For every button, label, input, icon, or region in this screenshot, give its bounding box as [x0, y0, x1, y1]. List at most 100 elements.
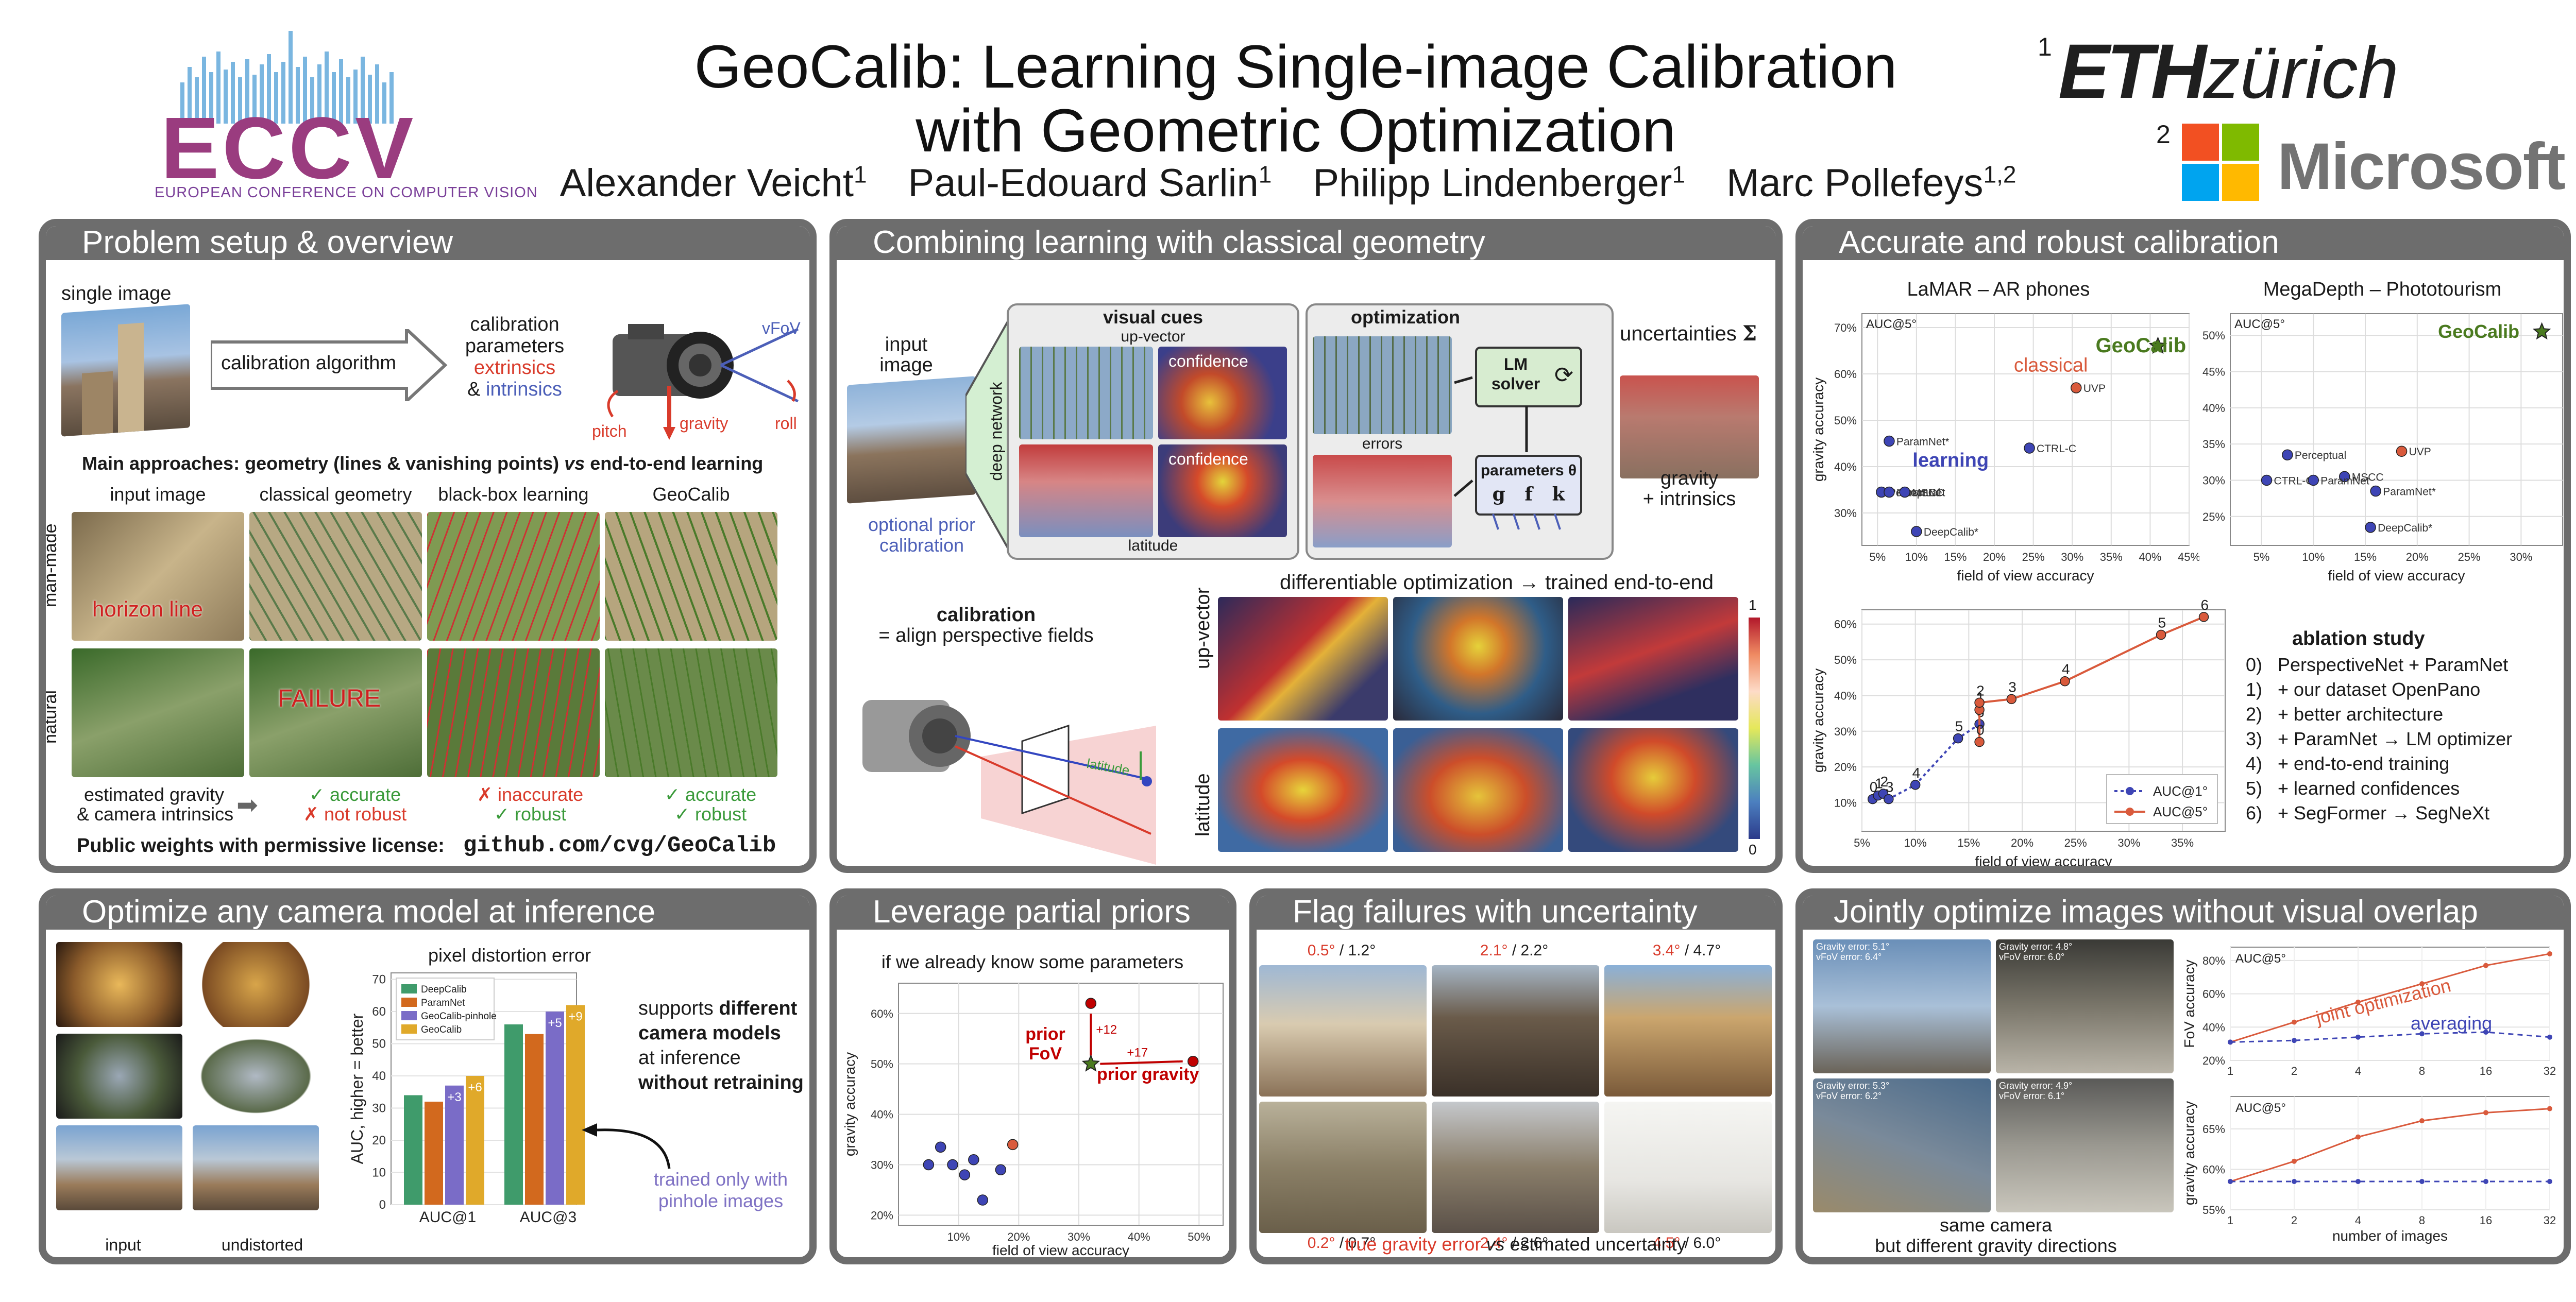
panel-partial-priors: Leverage partial priors if we already kn… — [829, 888, 1236, 1264]
lm-solver-box: LM solver ⟳ — [1475, 347, 1582, 407]
input-line1: input — [885, 334, 928, 355]
x-tick-label: 20% — [2406, 551, 2429, 563]
geocalib-star-point — [2148, 336, 2167, 354]
geocalib-label: GeoCalib — [2096, 334, 2187, 357]
estimated-uncertainty: / 2.6° — [1507, 1235, 1549, 1252]
auc-label: AUC@5° — [2234, 317, 2285, 331]
data-point — [2261, 474, 2273, 486]
row-latitude-label: latitude — [1192, 773, 1214, 836]
data-point — [2282, 449, 2293, 460]
data-point — [2308, 474, 2319, 486]
colorbar-min: 0 — [1749, 842, 1757, 858]
distortion-examples — [56, 942, 334, 1220]
plot-area — [2230, 313, 2563, 546]
single-image-label: single image — [61, 283, 172, 304]
x-tick-label: 30% — [2061, 551, 2083, 563]
y-tick-label: 0 — [379, 1198, 386, 1212]
plus12-label: +12 — [1096, 1023, 1117, 1037]
undistorted-caption: undistorted — [221, 1236, 303, 1254]
x-tick-label: 20% — [1983, 551, 2006, 563]
data-point — [935, 1141, 946, 1153]
column-header: classical geometry — [259, 484, 412, 505]
y-tick-label: 50% — [2202, 329, 2225, 342]
row-upvector-label: up-vector — [1192, 587, 1214, 669]
x-tick-label: 45% — [2178, 551, 2199, 563]
point-label: 0 — [1870, 779, 1878, 795]
joint-example-images: Gravity error: 5.1° vFoV error: 6.4° Gravi… — [1813, 939, 2179, 1218]
true-error: 2.4° — [1480, 1235, 1508, 1252]
eth-logo: ETHzürich — [2058, 27, 2399, 116]
data-point — [2419, 981, 2425, 987]
distortion-bar-chart: 0 10 20 30 40 50 60 70 AUC, higher = better AUC@1… — [348, 972, 585, 1226]
roll-label: roll — [775, 414, 797, 433]
priors-chart: 10% 20% 30% 40% 50% 20% 30% 40% 50% 60% field of v… — [842, 983, 1224, 1257]
example-image — [249, 648, 422, 777]
distortion-chart-title: pixel distortion error — [428, 945, 591, 966]
learning-label: learning — [1912, 450, 1989, 471]
panel-problem-setup: Problem setup & overview single image ca… — [39, 219, 817, 873]
x-tick-label: 10% — [1904, 836, 1927, 849]
caption-vs: vs — [1486, 1234, 1505, 1255]
x-tick-label: 5% — [1869, 551, 1886, 563]
bar — [504, 1024, 523, 1205]
plot-area — [898, 983, 1224, 1226]
legend-marker — [2126, 808, 2134, 816]
data-point — [1187, 1056, 1199, 1067]
error-uncertainty-bottom: 2.4° / 2.6° — [1429, 1235, 1599, 1252]
y-tick-label: 40% — [2202, 1021, 2225, 1034]
supports-line3: at inference — [638, 1047, 741, 1069]
prior-fov-label: prior FoV — [1022, 1024, 1069, 1064]
supports-line1b: different — [719, 998, 798, 1019]
data-point — [1884, 435, 1895, 447]
row-label: man-made — [41, 523, 60, 607]
data-point — [2006, 694, 2017, 705]
y-tick-label: 40% — [1834, 689, 1857, 702]
data-point — [2483, 1110, 2488, 1116]
data-point — [2228, 1039, 2233, 1045]
colorbar — [1749, 618, 1760, 839]
y-axis-label: gravity accuracy — [842, 1052, 858, 1156]
data-point — [1974, 697, 1985, 708]
panel-camera-model: Optimize any camera model at inference i… — [39, 888, 817, 1264]
calibration-algorithm-label: calibration algorithm — [221, 352, 397, 374]
output-calibrated-image — [1620, 375, 1759, 478]
point-label: 3 — [1886, 779, 1894, 795]
classical-label: classical — [2014, 355, 2088, 376]
y-tick-label: 30% — [871, 1159, 893, 1172]
series-line — [2230, 953, 2550, 1043]
author-name: Alexander Veicht1 — [560, 161, 867, 205]
repo-link[interactable]: github.com/cvg/GeoCalib — [463, 833, 776, 859]
data-point — [1007, 1139, 1019, 1151]
x-tick-label: 10% — [1905, 551, 1928, 563]
x-tick-label: 25% — [2064, 836, 2087, 849]
point-label: ParamNet* — [2383, 486, 2436, 498]
prior-fov-line2: FoV — [1028, 1044, 1062, 1064]
y-tick-label: 55% — [2202, 1204, 2225, 1217]
data-point — [2419, 1118, 2425, 1124]
joint-caption-line1: same camera — [1939, 1214, 2053, 1236]
error-uncertainty-top: 3.4° / 4.7° — [1602, 942, 1772, 960]
calibration-caption: calibration = align perspective fields — [857, 605, 1115, 646]
approaches-prefix: Main approaches: geometry (lines & vanis… — [82, 453, 565, 474]
data-point — [2355, 999, 2361, 1005]
eth-logo-italic: zürich — [2204, 32, 2399, 114]
data-point — [2228, 1179, 2233, 1184]
gravity-intrinsics-output: gravity + intrinsics — [1615, 468, 1764, 509]
params-line1: calibration — [470, 314, 560, 335]
x-category-label: AUC@1 — [419, 1209, 476, 1226]
point-label: 0 — [1976, 722, 1985, 738]
optional-prior-label: optional prior calibration — [837, 515, 1007, 556]
joint-example-image: Gravity error: 5.1° vFoV error: 6.4° — [1813, 939, 1991, 1073]
x-tick-label: 30% — [1067, 1230, 1090, 1243]
lm-label: LM — [1503, 355, 1528, 373]
public-weights-text: Public weights with permissive license: — [77, 835, 445, 856]
eth-logo-bold: ETH — [2058, 28, 2207, 114]
x-tick-label: 5% — [1854, 836, 1870, 849]
auc-label: AUC@5° — [1866, 317, 1917, 331]
joint-caption: same camera but different gravity direct… — [1813, 1215, 2179, 1256]
legend-label: AUC@5° — [2153, 804, 2208, 819]
up-vector-label: up-vector — [1121, 328, 1185, 345]
bar — [566, 1005, 585, 1205]
caption-est: estimated uncertainty — [1504, 1234, 1686, 1255]
calibration-algorithm-arrow: calibration algorithm — [209, 326, 448, 405]
